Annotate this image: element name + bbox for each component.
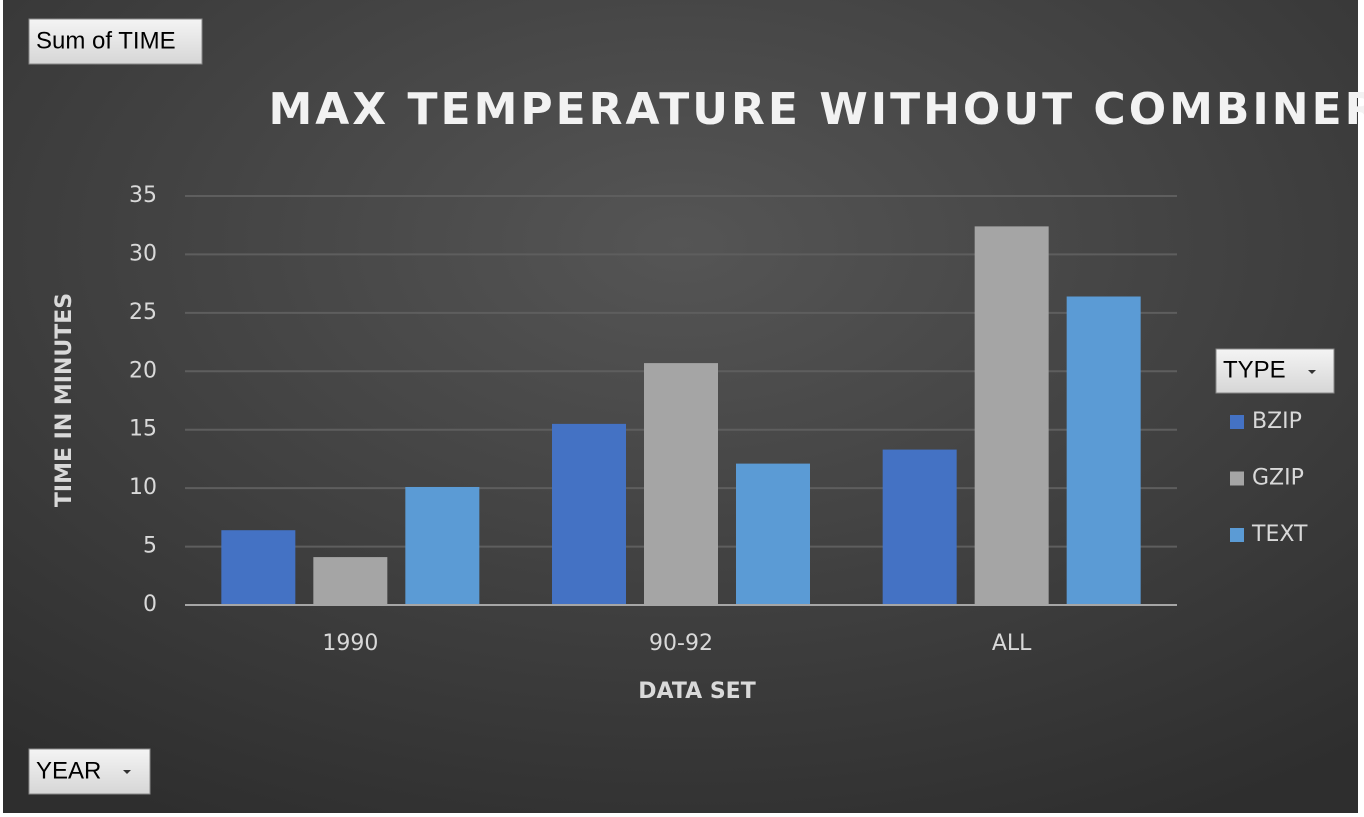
bar xyxy=(221,530,296,605)
legend-label: GZIP xyxy=(1252,466,1304,491)
button-label[interactable]: Sum of TIME xyxy=(36,27,176,54)
button[interactable] xyxy=(28,18,203,65)
y-tick-label: 10 xyxy=(129,475,157,500)
values-field-button[interactable]: Sum of TIME xyxy=(28,18,203,65)
y-tick-label: 15 xyxy=(129,417,157,442)
button[interactable] xyxy=(28,748,151,795)
button-label[interactable]: YEAR xyxy=(36,757,101,784)
bar xyxy=(974,226,1049,605)
y-tick-label: 0 xyxy=(143,592,157,617)
x-tick-label: 90-92 xyxy=(649,631,713,656)
legend-label: BZIP xyxy=(1252,409,1302,434)
x-axis-label: DATA SET xyxy=(638,679,755,704)
filter-field-button[interactable]: YEAR xyxy=(28,748,151,795)
legend-field-button[interactable]: TYPE xyxy=(1215,348,1335,394)
y-tick-label: 20 xyxy=(129,358,157,383)
bar xyxy=(552,423,626,605)
y-axis-label: TIME IN MINUTES xyxy=(52,293,77,507)
bar xyxy=(882,449,957,605)
y-tick-label: 30 xyxy=(129,241,157,266)
legend-swatch xyxy=(1230,471,1244,486)
dropdown-arrow[interactable] xyxy=(123,770,131,774)
y-tick-label: 5 xyxy=(143,534,157,559)
bar xyxy=(405,486,480,605)
bar xyxy=(644,363,718,605)
button-label[interactable]: TYPE xyxy=(1223,356,1286,383)
bar xyxy=(1066,296,1141,605)
y-tick-label: 25 xyxy=(129,300,157,325)
legend-swatch xyxy=(1230,415,1244,429)
y-tick-label: 35 xyxy=(129,183,157,208)
x-tick-label: 1990 xyxy=(322,631,378,656)
x-tick-label: ALL xyxy=(992,631,1032,656)
bar xyxy=(736,463,810,605)
legend-label: TEXT xyxy=(1251,522,1308,547)
dropdown-arrow[interactable] xyxy=(1308,370,1316,374)
legend-swatch xyxy=(1230,528,1244,542)
chart-title: MAX TEMPERATURE WITHOUT COMBINER xyxy=(268,84,1364,135)
bar xyxy=(313,557,388,605)
